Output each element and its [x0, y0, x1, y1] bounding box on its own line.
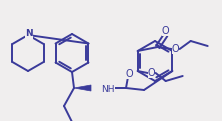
Text: O: O: [162, 26, 169, 36]
Text: N: N: [25, 30, 33, 38]
Text: O: O: [148, 68, 155, 78]
Text: O: O: [125, 69, 133, 79]
Text: O: O: [172, 44, 180, 54]
Polygon shape: [74, 85, 91, 91]
Text: NH: NH: [101, 84, 115, 94]
